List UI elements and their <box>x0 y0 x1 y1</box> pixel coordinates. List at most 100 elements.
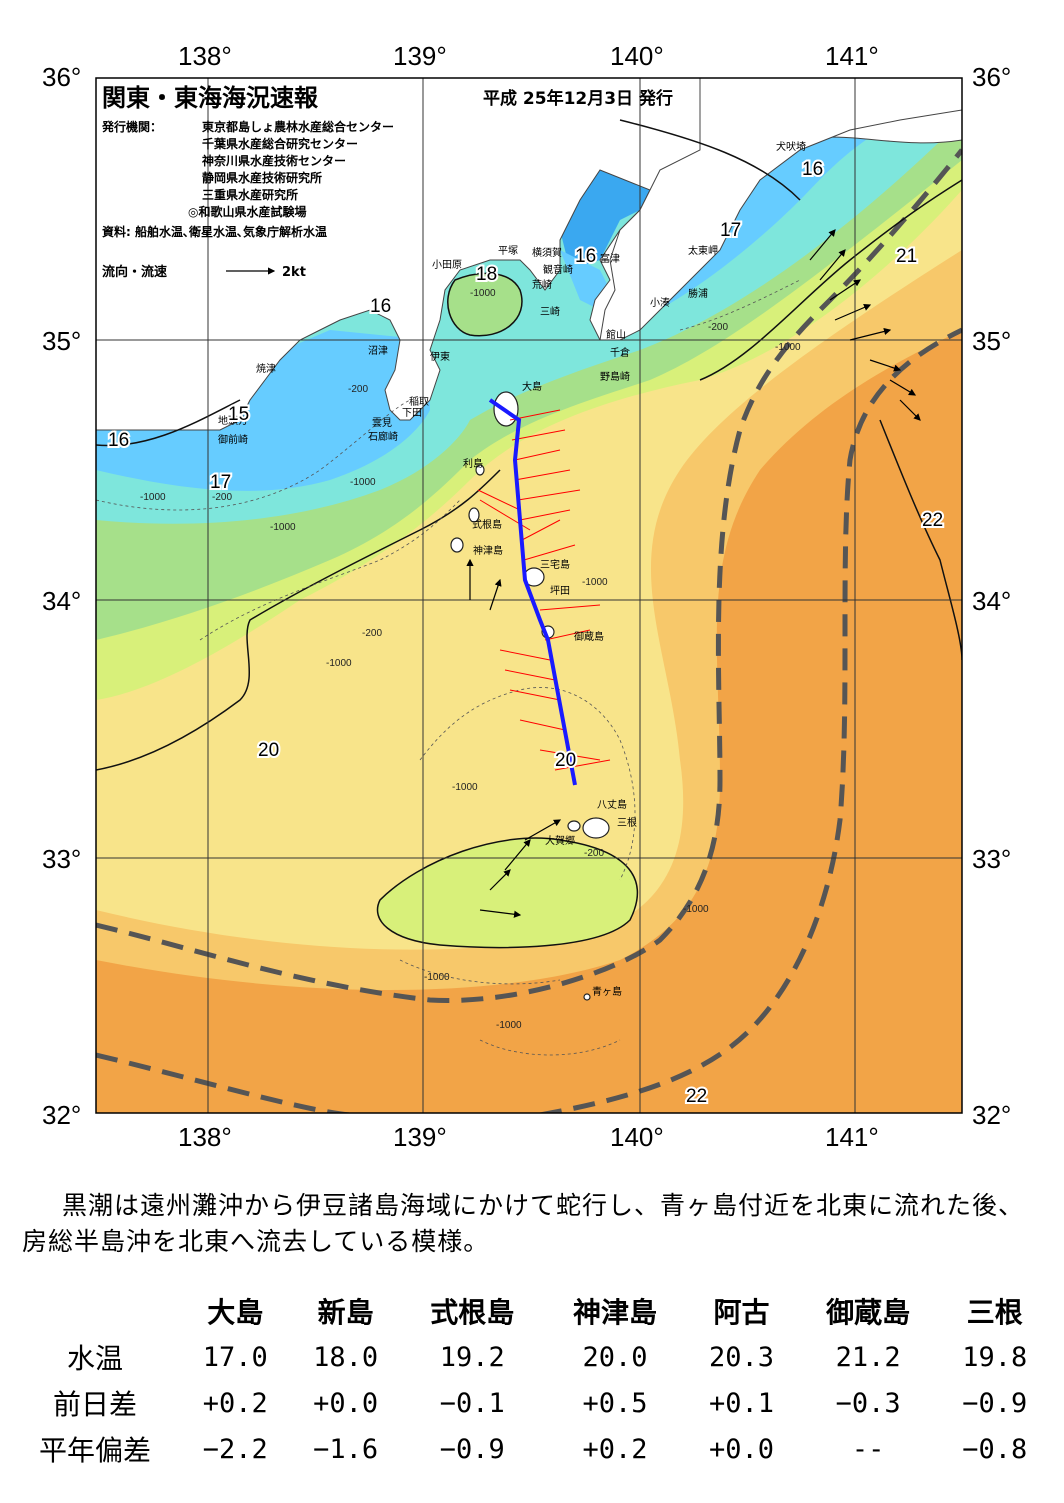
depth-label: -1000 <box>326 658 352 669</box>
land <box>96 78 962 431</box>
issue-date: 平成 25年12月3日 発行 <box>483 88 673 109</box>
place-taitomisaki: 太東岬 <box>688 244 718 257</box>
place-yaizu: 焼津 <box>256 363 276 375</box>
depth-label: -1000 <box>582 577 608 588</box>
map-header: 関東・東海海況速報 平成 25年12月3日 発行 発行機関： 東京都島しょ農林水… <box>101 84 673 280</box>
map-frame <box>95 77 963 1114</box>
place-tsubota: 坪田 <box>550 584 570 597</box>
depth-label: -1000 <box>350 477 376 488</box>
depth-label: -200 <box>348 384 368 395</box>
place-kozushima: 神津島 <box>473 544 503 557</box>
table-cell: 18.0 <box>313 1341 379 1373</box>
isotherm-label: 17 <box>210 472 231 493</box>
depth-label: -1000 <box>452 782 478 793</box>
table-cell: +0.2 <box>202 1387 268 1419</box>
map-area: 犬吠埼 太東岬 勝浦 小湊 富津 観音崎 横須賀 平塚 小田原 荒崎 三崎 館山… <box>96 78 962 1113</box>
place-hachijojima: 八丈島 <box>597 798 627 811</box>
place-kominato: 小湊 <box>650 296 670 309</box>
row-label: 平年偏差 <box>38 1434 151 1467</box>
publisher: 静岡県水産技術研究所 <box>202 170 322 185</box>
isotherm-label: 22 <box>922 510 943 531</box>
isotherm-label: 15 <box>228 404 249 425</box>
table-row: 前日差 +0.2 +0.0 −0.1 +0.5 +0.1 −0.3 −0.9 <box>10 1380 1050 1426</box>
table-header-row: 大島 新島 式根島 神津島 阿古 御蔵島 三根 <box>10 1288 1050 1334</box>
depth-label: -1000 <box>270 522 296 533</box>
lat-label-left: 32° <box>42 1100 81 1130</box>
table-cell: −0.8 <box>962 1433 1028 1465</box>
isotherm-labels: 16 15 17 16 18 16 16 17 21 22 20 20 22 <box>106 157 945 1109</box>
isotherm-label: 20 <box>555 750 576 771</box>
depth-label: -1000 <box>496 1020 522 1031</box>
place-shikinejima: 式根島 <box>472 518 502 531</box>
grid <box>96 78 962 1113</box>
table-cell: -- <box>851 1433 885 1465</box>
lat-label-left: 33° <box>42 844 81 874</box>
lat-label-left: 34° <box>42 586 81 616</box>
lat-label-left: 35° <box>42 326 81 356</box>
lat-label-right: 34° <box>972 586 1011 616</box>
place-nojimazaki: 野島崎 <box>600 370 630 383</box>
place-mitsune: 三根 <box>617 816 637 829</box>
table-cell: +0.0 <box>709 1433 775 1465</box>
publisher: 東京都島しょ農林水産総合センター <box>202 119 394 134</box>
drifter-current-arrows <box>466 229 921 918</box>
place-toshima: 利島 <box>463 457 483 470</box>
isotherm-label: 16 <box>802 159 823 180</box>
column-header: 三根 <box>966 1296 1023 1329</box>
place-tateyama: 館山 <box>606 328 626 341</box>
place-inatori: 稲取 <box>409 396 429 408</box>
table-cell: +0.0 <box>313 1387 379 1419</box>
column-header: 式根島 <box>430 1296 515 1329</box>
table-cell: −2.2 <box>202 1433 268 1465</box>
column-header: 阿古 <box>713 1296 770 1329</box>
place-mera: 雲見 <box>372 417 392 429</box>
place-misaki: 三崎 <box>540 305 560 318</box>
lon-label-bottom: 141° <box>825 1122 879 1152</box>
lon-label-top: 141° <box>825 41 879 71</box>
column-header: 大島 <box>207 1296 264 1329</box>
isotherm-label: 17 <box>720 220 741 241</box>
depth-label: -200 <box>212 492 232 503</box>
depth-label: -1000 <box>424 972 450 983</box>
place-hiratsuka: 平塚 <box>498 245 518 257</box>
place-chikura: 千倉 <box>610 346 630 359</box>
isotherm-label: 16 <box>575 246 596 267</box>
publisher: 三重県水産研究所 <box>202 187 298 202</box>
isotherm-label: 22 <box>686 1086 707 1107</box>
table-cell: −0.9 <box>439 1433 505 1465</box>
publisher: 神奈川県水産技術センター <box>202 153 346 168</box>
column-header: 神津島 <box>572 1296 657 1329</box>
column-header: 御蔵島 <box>826 1296 911 1329</box>
column-header: 新島 <box>317 1296 374 1329</box>
station-temperature-table: 大島 新島 式根島 神津島 阿古 御蔵島 三根 水温 17.0 18.0 19.… <box>10 1288 1050 1472</box>
lat-label-right: 36° <box>972 62 1011 92</box>
table-row: 水温 17.0 18.0 19.2 20.0 20.3 21.2 19.8 <box>10 1334 1050 1380</box>
table-corner <box>10 1288 180 1334</box>
depth-label: -1000 <box>140 492 166 503</box>
publisher: 千葉県水産総合研究センター <box>202 136 358 151</box>
table-cell: 20.0 <box>582 1341 648 1373</box>
data-sources: 資料: 船舶水温､衛星水温､気象庁解析水温 <box>102 224 327 239</box>
depth-label: -1000 <box>775 342 801 353</box>
lon-label-top: 138° <box>178 41 232 71</box>
depth-contours <box>96 279 801 1056</box>
lat-label-right: 35° <box>972 326 1011 356</box>
table-cell: −0.3 <box>835 1387 901 1419</box>
depth-label: -200 <box>708 322 728 333</box>
place-arasaki: 荒崎 <box>532 278 552 291</box>
place-ito: 伊東 <box>430 350 450 363</box>
lon-label-top: 139° <box>393 41 447 71</box>
place-miyakejima: 三宅島 <box>540 558 570 571</box>
isotherm-label: 16 <box>370 296 391 317</box>
depth-labels: -200 -1000 -200 -1000 -1000 -200 -1000 -… <box>140 288 801 1031</box>
place-okago: 大賀郷 <box>545 834 575 847</box>
lat-label-left: 36° <box>42 62 81 92</box>
place-futtsu: 富津 <box>600 252 620 265</box>
table-cell: 21.2 <box>835 1341 901 1373</box>
lon-label-bottom: 139° <box>393 1122 447 1152</box>
place-numazu: 沼津 <box>368 344 388 357</box>
flow-legend-label: 流向・流速 <box>102 264 167 280</box>
isotherm-label: 18 <box>476 264 497 285</box>
sea-temperature-map: 犬吠埼 太東岬 勝浦 小湊 富津 観音崎 横須賀 平塚 小田原 荒崎 三崎 館山… <box>42 41 1011 1152</box>
place-irozaki: 石廊崎 <box>368 430 398 443</box>
